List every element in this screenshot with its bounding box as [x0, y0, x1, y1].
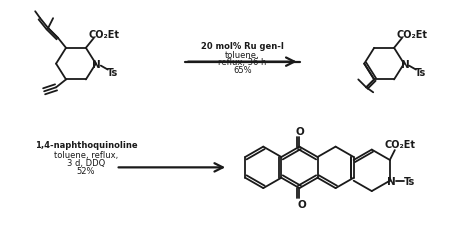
- Text: CO₂Et: CO₂Et: [396, 30, 428, 40]
- Text: Ts: Ts: [107, 67, 118, 77]
- Text: reflux, 36 h: reflux, 36 h: [219, 58, 267, 67]
- Text: 65%: 65%: [233, 66, 252, 75]
- Text: 52%: 52%: [77, 166, 95, 175]
- Text: N: N: [401, 59, 410, 69]
- Text: toluene,: toluene,: [225, 51, 260, 60]
- Text: CO₂Et: CO₂Et: [384, 140, 415, 149]
- Text: 20 mol% Ru gen-I: 20 mol% Ru gen-I: [201, 42, 284, 51]
- Text: Ts: Ts: [415, 67, 427, 77]
- Text: O: O: [297, 199, 306, 209]
- Text: 1,4-naphthoquinoline: 1,4-naphthoquinoline: [35, 140, 137, 149]
- Text: 3 d, DDQ: 3 d, DDQ: [67, 158, 105, 167]
- Text: CO₂Et: CO₂Et: [88, 30, 119, 40]
- Text: N: N: [92, 59, 101, 69]
- Text: toluene, reflux,: toluene, reflux,: [54, 150, 118, 159]
- Text: O: O: [295, 126, 304, 136]
- Text: Ts: Ts: [404, 176, 415, 186]
- Text: N: N: [387, 176, 396, 186]
